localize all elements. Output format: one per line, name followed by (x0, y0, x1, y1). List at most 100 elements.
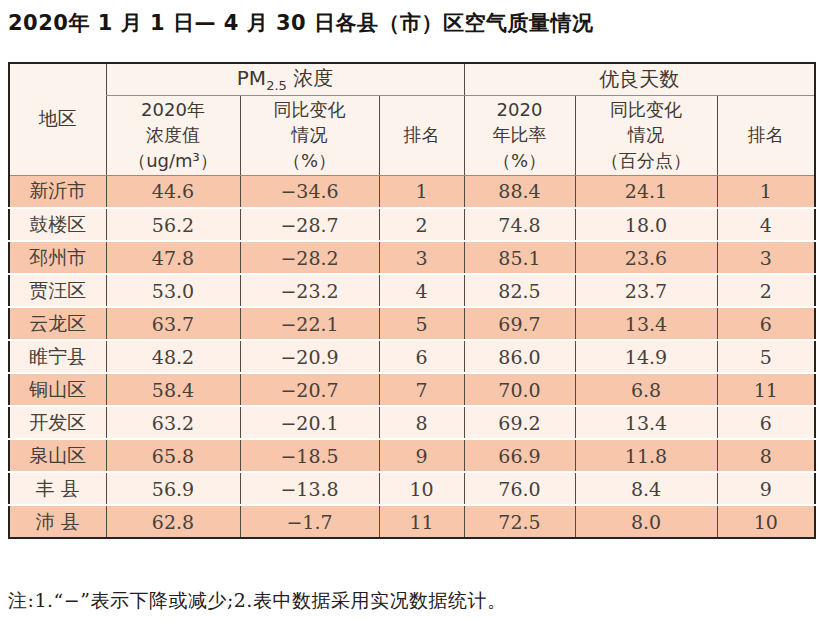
pm-change-cell: −23.2 (240, 274, 379, 307)
good-rank-cell: 11 (717, 373, 815, 406)
air-quality-report-page: 2020年 1 月 1 日— 4 月 30 日各县（市）区空气质量情况 地区 P… (0, 0, 825, 620)
good-rank-cell: 1 (717, 175, 815, 208)
good-rate-cell: 72.5 (464, 505, 575, 538)
region-cell: 泉山区 (9, 439, 106, 472)
footnote: 注:1.“−”表示下降或减少;2.表中数据采用实况数据统计。 (8, 588, 506, 614)
good-rate-cell: 82.5 (464, 274, 575, 307)
pm-change-cell: −18.5 (240, 439, 379, 472)
region-cell: 贾汪区 (9, 274, 106, 307)
pm-value-cell: 65.8 (106, 439, 240, 472)
good-rank-cell: 8 (717, 439, 815, 472)
table-row: 沛 县 62.8 −1.7 11 72.5 8.0 10 (9, 505, 815, 538)
good-change-cell: 8.0 (575, 505, 717, 538)
pm-change-cell: −34.6 (240, 175, 379, 208)
pm-change-cell: −28.2 (240, 241, 379, 274)
pm-rank-cell: 1 (379, 175, 464, 208)
table-row: 鼓楼区 56.2 −28.7 2 74.8 18.0 4 (9, 208, 815, 241)
pm-rank-cell: 11 (379, 505, 464, 538)
pm-change-cell: −20.1 (240, 406, 379, 439)
region-cell: 云龙区 (9, 307, 106, 340)
region-cell: 邳州市 (9, 241, 106, 274)
table-row: 云龙区 63.7 −22.1 5 69.7 13.4 6 (9, 307, 815, 340)
header-sub-row: 2020年 浓度值 （ug/m³） 同比变化 情况 （%） 排名 2020 年比… (9, 95, 815, 175)
header-pm25-group: PM2.5 浓度 (106, 63, 464, 95)
header-good-rate: 2020 年比率 （%） (464, 95, 575, 175)
pm-value-cell: 56.2 (106, 208, 240, 241)
pm-value-cell: 63.7 (106, 307, 240, 340)
good-change-cell: 24.1 (575, 175, 717, 208)
header-pm-value: 2020年 浓度值 （ug/m³） (106, 95, 240, 175)
header-pm-rank: 排名 (379, 95, 464, 175)
good-rate-cell: 85.1 (464, 241, 575, 274)
good-rank-cell: 3 (717, 241, 815, 274)
pm25-label-prefix: PM (237, 66, 266, 90)
table-row: 丰 县 56.9 −13.8 10 76.0 8.4 9 (9, 472, 815, 505)
good-rank-cell: 6 (717, 307, 815, 340)
table-row: 新沂市 44.6 −34.6 1 88.4 24.1 1 (9, 175, 815, 208)
good-change-cell: 13.4 (575, 406, 717, 439)
pm-change-cell: −28.7 (240, 208, 379, 241)
good-rate-cell: 88.4 (464, 175, 575, 208)
good-rank-cell: 2 (717, 274, 815, 307)
region-cell: 睢宁县 (9, 340, 106, 373)
good-change-cell: 6.8 (575, 373, 717, 406)
pm-rank-cell: 2 (379, 208, 464, 241)
region-cell: 鼓楼区 (9, 208, 106, 241)
table-row: 开发区 63.2 −20.1 8 69.2 13.4 6 (9, 406, 815, 439)
header-region: 地区 (9, 63, 106, 175)
pm-rank-cell: 10 (379, 472, 464, 505)
good-rate-cell: 66.9 (464, 439, 575, 472)
table-header: 地区 PM2.5 浓度 优良天数 2020年 浓度值 （ug/m³） 同比变化 … (9, 63, 815, 175)
table-row: 邳州市 47.8 −28.2 3 85.1 23.6 3 (9, 241, 815, 274)
pm-change-cell: −20.7 (240, 373, 379, 406)
pm-rank-cell: 8 (379, 406, 464, 439)
header-good-days-group: 优良天数 (464, 63, 815, 95)
pm-value-cell: 58.4 (106, 373, 240, 406)
table-row: 泉山区 65.8 −18.5 9 66.9 11.8 8 (9, 439, 815, 472)
good-change-cell: 18.0 (575, 208, 717, 241)
good-rank-cell: 10 (717, 505, 815, 538)
pm-value-cell: 44.6 (106, 175, 240, 208)
pm-change-cell: −22.1 (240, 307, 379, 340)
pm-change-cell: −1.7 (240, 505, 379, 538)
region-cell: 开发区 (9, 406, 106, 439)
good-rate-cell: 74.8 (464, 208, 575, 241)
region-cell: 铜山区 (9, 373, 106, 406)
region-cell: 新沂市 (9, 175, 106, 208)
pm-change-cell: −20.9 (240, 340, 379, 373)
good-change-cell: 11.8 (575, 439, 717, 472)
header-good-rank: 排名 (717, 95, 815, 175)
pm25-label-suffix: 浓度 (287, 66, 333, 90)
header-pm-change: 同比变化 情况 （%） (240, 95, 379, 175)
good-rate-cell: 86.0 (464, 340, 575, 373)
pm-value-cell: 63.2 (106, 406, 240, 439)
pm-value-cell: 47.8 (106, 241, 240, 274)
pm-value-cell: 48.2 (106, 340, 240, 373)
header-group-row: 地区 PM2.5 浓度 优良天数 (9, 63, 815, 95)
table-body: 新沂市 44.6 −34.6 1 88.4 24.1 1 鼓楼区 56.2 −2… (9, 175, 815, 538)
good-rate-cell: 76.0 (464, 472, 575, 505)
pm-value-cell: 53.0 (106, 274, 240, 307)
table-row: 铜山区 58.4 −20.7 7 70.0 6.8 11 (9, 373, 815, 406)
good-change-cell: 14.9 (575, 340, 717, 373)
good-rank-cell: 4 (717, 208, 815, 241)
good-rate-cell: 69.2 (464, 406, 575, 439)
pm-rank-cell: 5 (379, 307, 464, 340)
pm25-label-subscript: 2.5 (266, 78, 287, 93)
pm-rank-cell: 7 (379, 373, 464, 406)
pm-rank-cell: 3 (379, 241, 464, 274)
page-title: 2020年 1 月 1 日— 4 月 30 日各县（市）区空气质量情况 (8, 9, 594, 37)
good-rank-cell: 5 (717, 340, 815, 373)
region-cell: 丰 县 (9, 472, 106, 505)
table-row: 贾汪区 53.0 −23.2 4 82.5 23.7 2 (9, 274, 815, 307)
region-cell: 沛 县 (9, 505, 106, 538)
good-change-cell: 23.6 (575, 241, 717, 274)
good-rank-cell: 9 (717, 472, 815, 505)
pm-value-cell: 62.8 (106, 505, 240, 538)
pm-value-cell: 56.9 (106, 472, 240, 505)
pm-rank-cell: 9 (379, 439, 464, 472)
good-rate-cell: 69.7 (464, 307, 575, 340)
good-rate-cell: 70.0 (464, 373, 575, 406)
pm-rank-cell: 4 (379, 274, 464, 307)
good-rank-cell: 6 (717, 406, 815, 439)
